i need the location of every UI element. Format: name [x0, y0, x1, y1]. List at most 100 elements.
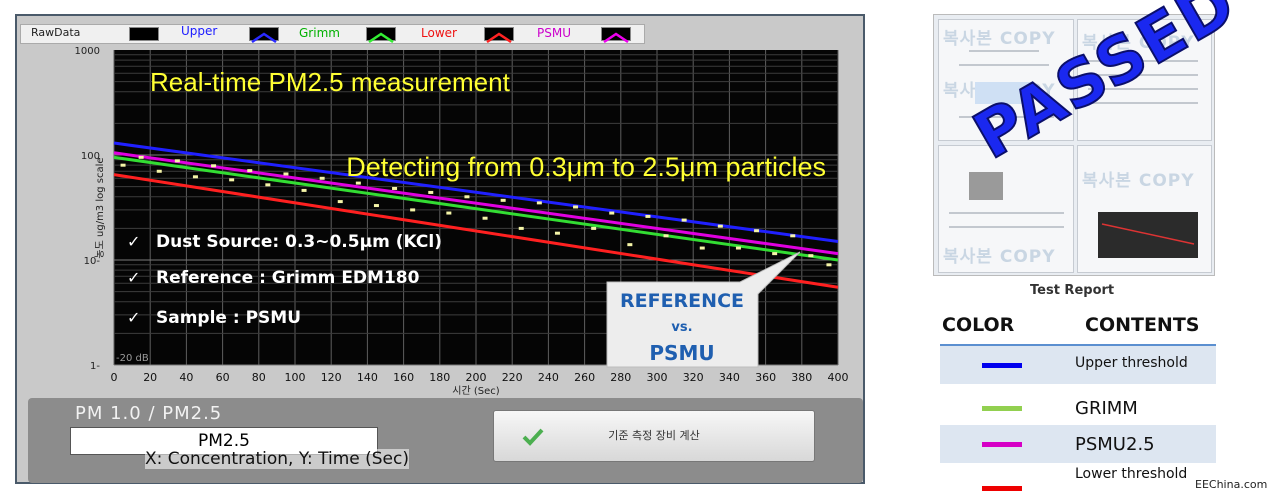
rawdata-point: [735, 246, 741, 250]
x-tick-label: 240: [538, 371, 559, 384]
y-axis-label: 농도 ug/m3 log scale: [94, 157, 106, 258]
legend-swatch-upper[interactable]: [249, 27, 279, 44]
x-tick-label: 160: [393, 371, 414, 384]
test-report-image: 복사본 COPY 복사본 COPY 복사본 COPY 복사본 COPY 복사본 …: [933, 14, 1215, 276]
contents-header: CONTENTS: [1085, 314, 1200, 336]
rawdata-point: [174, 159, 180, 163]
rawdata-points: [120, 155, 832, 267]
psmu-color-swatch: [982, 442, 1022, 447]
rawdata-point: [337, 200, 343, 204]
x-tick-label: 140: [357, 371, 378, 384]
source-credit: EEChina.com: [1195, 478, 1268, 491]
y-tick-label: 1-: [90, 361, 100, 372]
rawdata-point: [192, 175, 198, 179]
x-tick-label: 200: [466, 371, 487, 384]
rawdata-point: [464, 195, 470, 199]
subline-text: Detecting from 0.3μm to 2.5μm particles: [346, 152, 826, 182]
y-ticks: 1- 10- 100 1000: [75, 46, 101, 372]
x-tick-label: 220: [502, 371, 523, 384]
chart-legend: RawData Upper Grimm Lower PSMU: [20, 24, 645, 44]
grimm-label: GRIMM: [1075, 398, 1138, 419]
rawdata-point: [536, 201, 542, 205]
test-report-caption: Test Report: [1030, 283, 1115, 298]
legend-label-psmu: PSMU: [537, 26, 571, 40]
rawdata-point: [283, 172, 289, 176]
rawdata-point: [211, 164, 217, 168]
legend-swatch-lower[interactable]: [484, 27, 514, 44]
legend-label-grimm: Grimm: [299, 26, 340, 40]
x-tick-label: 340: [719, 371, 740, 384]
reference-callout: REFERENCE vs. PSMU: [606, 251, 801, 368]
checkmark-icon: ✓: [127, 308, 140, 327]
rawdata-point: [265, 183, 271, 187]
reference-calc-label: 기준 측정 장비 계산: [608, 429, 700, 442]
x-tick-label: 320: [683, 371, 704, 384]
upper-color-swatch: [982, 363, 1022, 368]
rawdata-point: [554, 231, 560, 235]
x-tick-label: 180: [429, 371, 450, 384]
headline-text: Real-time PM2.5 measurement: [150, 67, 511, 97]
x-tick-label: 300: [647, 371, 668, 384]
x-tick-label: 280: [610, 371, 631, 384]
series-line-psmu: [113, 151, 839, 256]
rawdata-point: [410, 208, 416, 212]
legend-swatch-psmu[interactable]: [601, 27, 631, 44]
plot-grid: [113, 50, 839, 366]
rawdata-point: [808, 254, 814, 258]
legend-label-rawdata: RawData: [31, 26, 81, 39]
rawdata-point: [754, 229, 760, 233]
x-axis-label: 시간 (Sec): [452, 385, 499, 397]
upper-label: Upper threshold: [1075, 355, 1188, 371]
rawdata-point: [319, 176, 325, 180]
x-tick-label: 260: [574, 371, 595, 384]
plot-series: [113, 141, 839, 289]
pm-mode-label: PM 1.0 / PM2.5: [75, 403, 223, 424]
y-tick-label: 1000: [75, 46, 100, 57]
keti-logo: [975, 82, 1033, 104]
bullet-dust-source: Dust Source: 0.3~0.5μm (KCl): [156, 232, 442, 252]
rawdata-point: [373, 204, 379, 208]
series-line-upper: [113, 141, 839, 243]
rawdata-point: [681, 218, 687, 222]
x-tick-label: 20: [143, 371, 157, 384]
table-row-lower: Lower threshold: [940, 462, 1216, 500]
report-doc-2: 복사본 COPY: [1077, 19, 1212, 141]
rawdata-point: [120, 163, 126, 167]
lower-color-swatch: [982, 486, 1022, 491]
rawdata-point: [826, 263, 832, 267]
callout-psmu: PSMU: [649, 341, 714, 365]
legend-swatch-rawdata[interactable]: [129, 27, 159, 41]
rawdata-point: [645, 214, 651, 218]
color-header: COLOR: [942, 314, 1015, 336]
table-row-grimm: GRIMM: [940, 389, 1216, 427]
y-tick-label: 10-: [84, 256, 101, 267]
rawdata-point: [609, 211, 615, 215]
grimm-color-swatch: [982, 406, 1022, 411]
rawdata-point: [772, 252, 778, 256]
rawdata-point: [301, 188, 307, 192]
callout-vs: vs.: [671, 320, 692, 335]
rawdata-point: [482, 216, 488, 220]
x-tick-label: 360: [755, 371, 776, 384]
x-ticks: 0 20 40 60 80 100 120 140 160 180 200 220 240 260 280 3…: [111, 371, 849, 384]
rawdata-point: [138, 155, 144, 159]
x-tick-label: 400: [828, 371, 849, 384]
rawdata-point: [790, 234, 796, 238]
checkmark-icon: ✓: [127, 232, 140, 251]
lower-label: Lower threshold: [1075, 466, 1188, 482]
bullet-reference: Reference : Grimm EDM180: [156, 268, 420, 288]
rawdata-point: [573, 205, 579, 209]
rawdata-point: [446, 211, 452, 215]
legend-label-upper: Upper: [181, 24, 218, 38]
legend-swatch-grimm[interactable]: [366, 27, 396, 44]
rawdata-point: [500, 198, 506, 202]
measurement-chart: 0 20 40 60 80 100 120 140 160 180 200 220 240 260 280 3…: [75, 46, 849, 397]
x-tick-label: 40: [179, 371, 193, 384]
rawdata-point: [663, 234, 669, 238]
callout-reference: REFERENCE: [620, 290, 744, 312]
rawdata-point: [392, 186, 398, 190]
reference-calc-button[interactable]: 기준 측정 장비 계산: [493, 410, 815, 462]
psmu-label: PSMU2.5: [1075, 434, 1155, 455]
rawdata-point: [156, 169, 162, 173]
report-doc-3: 복사본 COPY: [938, 145, 1074, 273]
